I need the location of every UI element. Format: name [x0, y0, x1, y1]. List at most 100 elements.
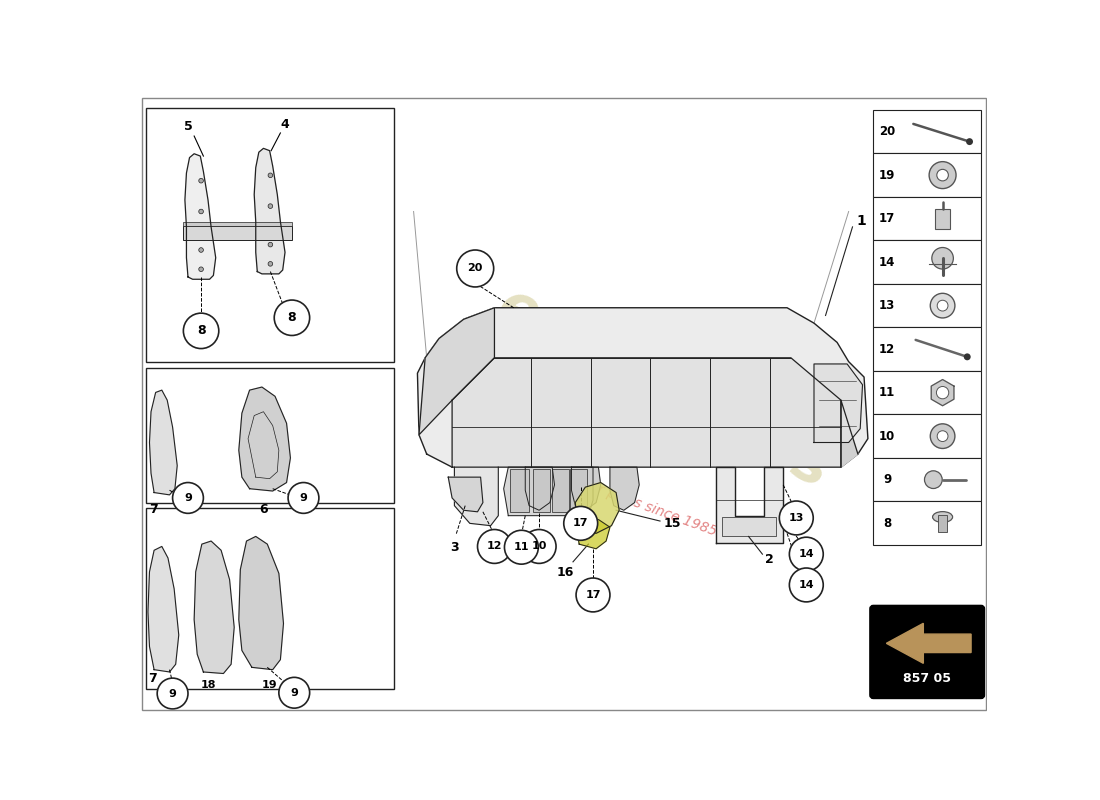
- Bar: [570, 470, 587, 512]
- Text: 19: 19: [879, 169, 895, 182]
- Bar: [873, 240, 981, 284]
- Text: 17: 17: [879, 212, 895, 225]
- Circle shape: [199, 209, 204, 214]
- Text: 9: 9: [883, 473, 891, 486]
- Text: 16: 16: [557, 566, 574, 578]
- Circle shape: [477, 530, 512, 563]
- FancyBboxPatch shape: [870, 606, 984, 698]
- Text: 13: 13: [879, 299, 895, 312]
- Circle shape: [288, 482, 319, 514]
- Polygon shape: [254, 148, 285, 274]
- Bar: [873, 502, 981, 545]
- Text: 4: 4: [280, 118, 289, 131]
- Text: 7: 7: [150, 502, 158, 515]
- Text: 8: 8: [883, 517, 891, 530]
- Text: 10: 10: [531, 542, 547, 551]
- Text: 9: 9: [299, 493, 307, 503]
- Polygon shape: [932, 379, 954, 406]
- Circle shape: [279, 678, 310, 708]
- Circle shape: [937, 300, 948, 311]
- Bar: [873, 458, 981, 502]
- Polygon shape: [504, 467, 593, 516]
- Circle shape: [936, 386, 948, 399]
- Polygon shape: [195, 541, 234, 674]
- Polygon shape: [887, 623, 971, 663]
- Text: 14: 14: [799, 580, 814, 590]
- Polygon shape: [449, 477, 483, 512]
- Polygon shape: [419, 308, 495, 435]
- Text: 8: 8: [287, 311, 296, 324]
- Circle shape: [199, 178, 204, 183]
- Circle shape: [937, 430, 948, 442]
- Text: 1: 1: [856, 214, 866, 228]
- Circle shape: [932, 247, 954, 269]
- Polygon shape: [609, 467, 639, 510]
- Bar: [873, 327, 981, 371]
- Circle shape: [157, 678, 188, 709]
- Polygon shape: [454, 467, 498, 526]
- Text: 19: 19: [262, 680, 277, 690]
- Bar: [183, 226, 292, 240]
- Text: 6: 6: [260, 502, 268, 515]
- Text: 9: 9: [184, 493, 191, 503]
- Text: 11: 11: [879, 386, 895, 399]
- Text: 5: 5: [184, 120, 192, 133]
- Circle shape: [522, 530, 556, 563]
- Polygon shape: [716, 467, 783, 542]
- Circle shape: [199, 267, 204, 271]
- Text: eurospares: eurospares: [487, 277, 840, 500]
- Text: 3: 3: [450, 541, 459, 554]
- Polygon shape: [150, 390, 177, 495]
- Text: 7: 7: [147, 672, 156, 685]
- Bar: [552, 470, 569, 512]
- Circle shape: [790, 538, 823, 571]
- Circle shape: [505, 530, 538, 564]
- Bar: [146, 508, 395, 689]
- Bar: [146, 368, 395, 502]
- Text: 17: 17: [573, 518, 588, 528]
- Text: 9: 9: [290, 688, 298, 698]
- Circle shape: [173, 482, 204, 514]
- Bar: [534, 470, 550, 512]
- Text: 9: 9: [168, 689, 176, 698]
- Text: 12: 12: [486, 542, 503, 551]
- Bar: [873, 414, 981, 458]
- Circle shape: [930, 162, 956, 189]
- Polygon shape: [526, 467, 554, 510]
- Circle shape: [268, 262, 273, 266]
- Circle shape: [966, 138, 974, 145]
- Circle shape: [931, 294, 955, 318]
- Polygon shape: [840, 400, 858, 467]
- Circle shape: [779, 501, 813, 535]
- Ellipse shape: [933, 512, 953, 522]
- Circle shape: [184, 313, 219, 349]
- Circle shape: [199, 248, 204, 252]
- Polygon shape: [185, 154, 216, 279]
- Polygon shape: [572, 467, 601, 510]
- Bar: [935, 209, 950, 229]
- Bar: [873, 110, 981, 154]
- Bar: [873, 371, 981, 414]
- Text: 15: 15: [664, 517, 681, 530]
- Circle shape: [268, 173, 273, 178]
- Circle shape: [576, 578, 609, 612]
- Circle shape: [563, 506, 597, 540]
- Bar: [722, 517, 776, 537]
- Circle shape: [268, 242, 273, 247]
- Text: 18: 18: [200, 680, 216, 690]
- Polygon shape: [814, 364, 862, 442]
- Circle shape: [964, 354, 970, 360]
- Text: 11: 11: [514, 542, 529, 552]
- Circle shape: [268, 204, 273, 209]
- Bar: [938, 515, 947, 532]
- Text: 17: 17: [585, 590, 601, 600]
- Text: 2: 2: [766, 553, 774, 566]
- Text: 20: 20: [468, 263, 483, 274]
- Text: 14: 14: [879, 256, 895, 269]
- Text: 13: 13: [789, 513, 804, 523]
- Circle shape: [924, 470, 943, 489]
- Bar: [873, 154, 981, 197]
- Bar: [183, 222, 292, 226]
- Polygon shape: [147, 546, 178, 672]
- Text: 10: 10: [879, 430, 895, 442]
